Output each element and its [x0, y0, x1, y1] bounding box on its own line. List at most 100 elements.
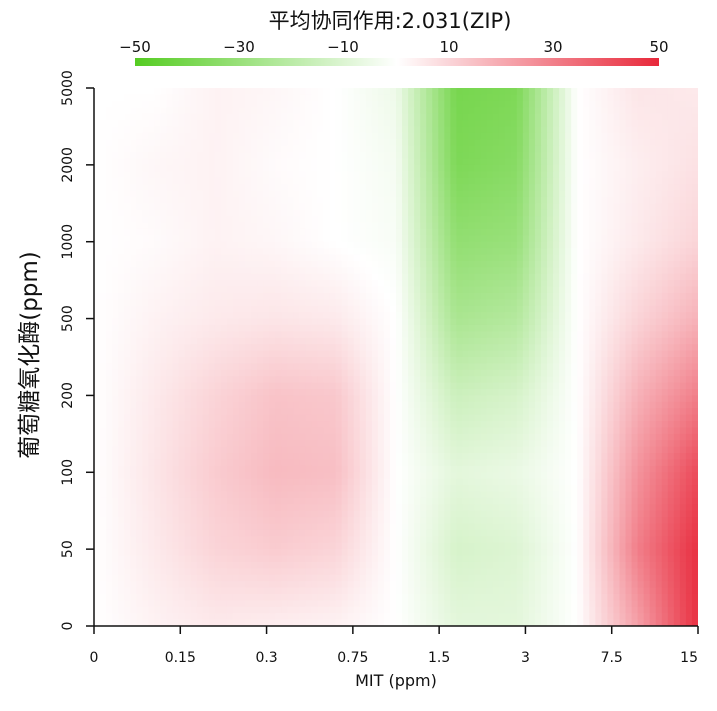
heat-cell [184, 369, 192, 377]
heat-cell [691, 113, 698, 121]
heat-cell [547, 209, 554, 217]
heat-cell [172, 280, 180, 288]
heat-cell [238, 158, 246, 166]
heat-cell [178, 164, 186, 172]
heat-cell [571, 357, 578, 364]
heat-cell [583, 222, 590, 230]
heat-cell [220, 324, 228, 332]
heat-cell [190, 196, 198, 204]
heat-cell [607, 324, 615, 332]
heat-cell [468, 113, 476, 121]
heat-cell [160, 209, 168, 217]
heat-cell [444, 350, 451, 358]
heat-cell [245, 152, 252, 160]
heat-cell [595, 164, 602, 172]
heat-cell [486, 324, 494, 332]
heat-cell [637, 395, 645, 403]
heat-cell [106, 382, 113, 390]
heat-cell [661, 158, 669, 166]
heat-cell [547, 145, 554, 153]
heat-cell [486, 152, 494, 160]
heat-cell [625, 171, 633, 179]
heat-cell [547, 171, 554, 179]
heat-cell [190, 177, 198, 185]
heat-cell [202, 389, 210, 397]
heat-cell [142, 331, 149, 339]
heat-cell [673, 254, 681, 262]
heat-cell [396, 305, 403, 313]
heat-cell [528, 254, 536, 262]
heat-cell [130, 235, 137, 243]
heat-cell [571, 376, 578, 384]
heat-cell [166, 190, 174, 198]
heat-cell [456, 120, 464, 128]
heat-cell [673, 299, 681, 307]
heat-cell [359, 382, 367, 390]
heat-cell [655, 164, 663, 172]
heat-cell [498, 312, 506, 320]
heat-cell [601, 100, 608, 108]
heat-cell [408, 209, 415, 217]
heat-cell [377, 196, 385, 204]
heat-cell [673, 280, 681, 288]
heat-cell [112, 88, 119, 95]
heat-cell [468, 152, 476, 160]
heat-cell [124, 209, 131, 217]
heat-cell [232, 376, 240, 384]
heat-cell [305, 241, 313, 249]
heat-cell [631, 171, 639, 179]
heat-cell [178, 222, 186, 230]
heat-cell [226, 350, 234, 358]
heat-cell [685, 120, 693, 128]
heat-cell [613, 286, 621, 294]
heat-cell [601, 145, 608, 153]
heat-cell [281, 132, 288, 140]
heat-cell [631, 152, 639, 160]
heat-cell [637, 350, 645, 358]
heat-cell [685, 273, 693, 281]
heat-cell [504, 286, 512, 294]
heat-cell [661, 196, 669, 204]
heat-cell [238, 235, 246, 243]
heat-cell [492, 267, 500, 275]
heat-cell [685, 184, 693, 192]
heat-cell [371, 273, 379, 281]
heat-cell [643, 222, 651, 230]
heat-cell [540, 254, 548, 262]
heat-cell [365, 318, 373, 326]
heat-cell [492, 401, 500, 409]
heat-cell [299, 120, 306, 128]
heat-cell [540, 357, 548, 364]
heat-cell [679, 292, 687, 300]
heat-cell [275, 203, 282, 211]
heat-cell [220, 254, 228, 262]
heat-cell [389, 152, 397, 160]
heat-cell [468, 280, 476, 288]
heat-cell [275, 241, 282, 249]
heat-cell [547, 305, 554, 313]
heat-cell [383, 337, 391, 345]
heat-cell [281, 88, 288, 95]
heat-cell [148, 292, 155, 300]
heat-cell [510, 190, 518, 198]
heat-cell [100, 382, 107, 390]
heat-cell [504, 267, 512, 275]
heat-cell [432, 152, 439, 160]
heat-cell [130, 190, 137, 198]
heat-cell [257, 286, 264, 294]
heat-cell [317, 94, 325, 102]
heat-cell [118, 376, 125, 384]
heat-cell [474, 395, 482, 403]
heat-cell [577, 267, 584, 275]
heat-cell [178, 241, 186, 249]
heat-cell [220, 350, 228, 358]
heat-cell [190, 228, 198, 236]
heat-cell [202, 401, 210, 409]
heat-cell [679, 389, 687, 397]
heat-cell [251, 286, 258, 294]
heat-cell [389, 331, 397, 339]
heat-cell [444, 292, 451, 300]
heat-cell [625, 209, 633, 217]
heat-cell [323, 228, 331, 236]
heat-cell [299, 260, 306, 268]
